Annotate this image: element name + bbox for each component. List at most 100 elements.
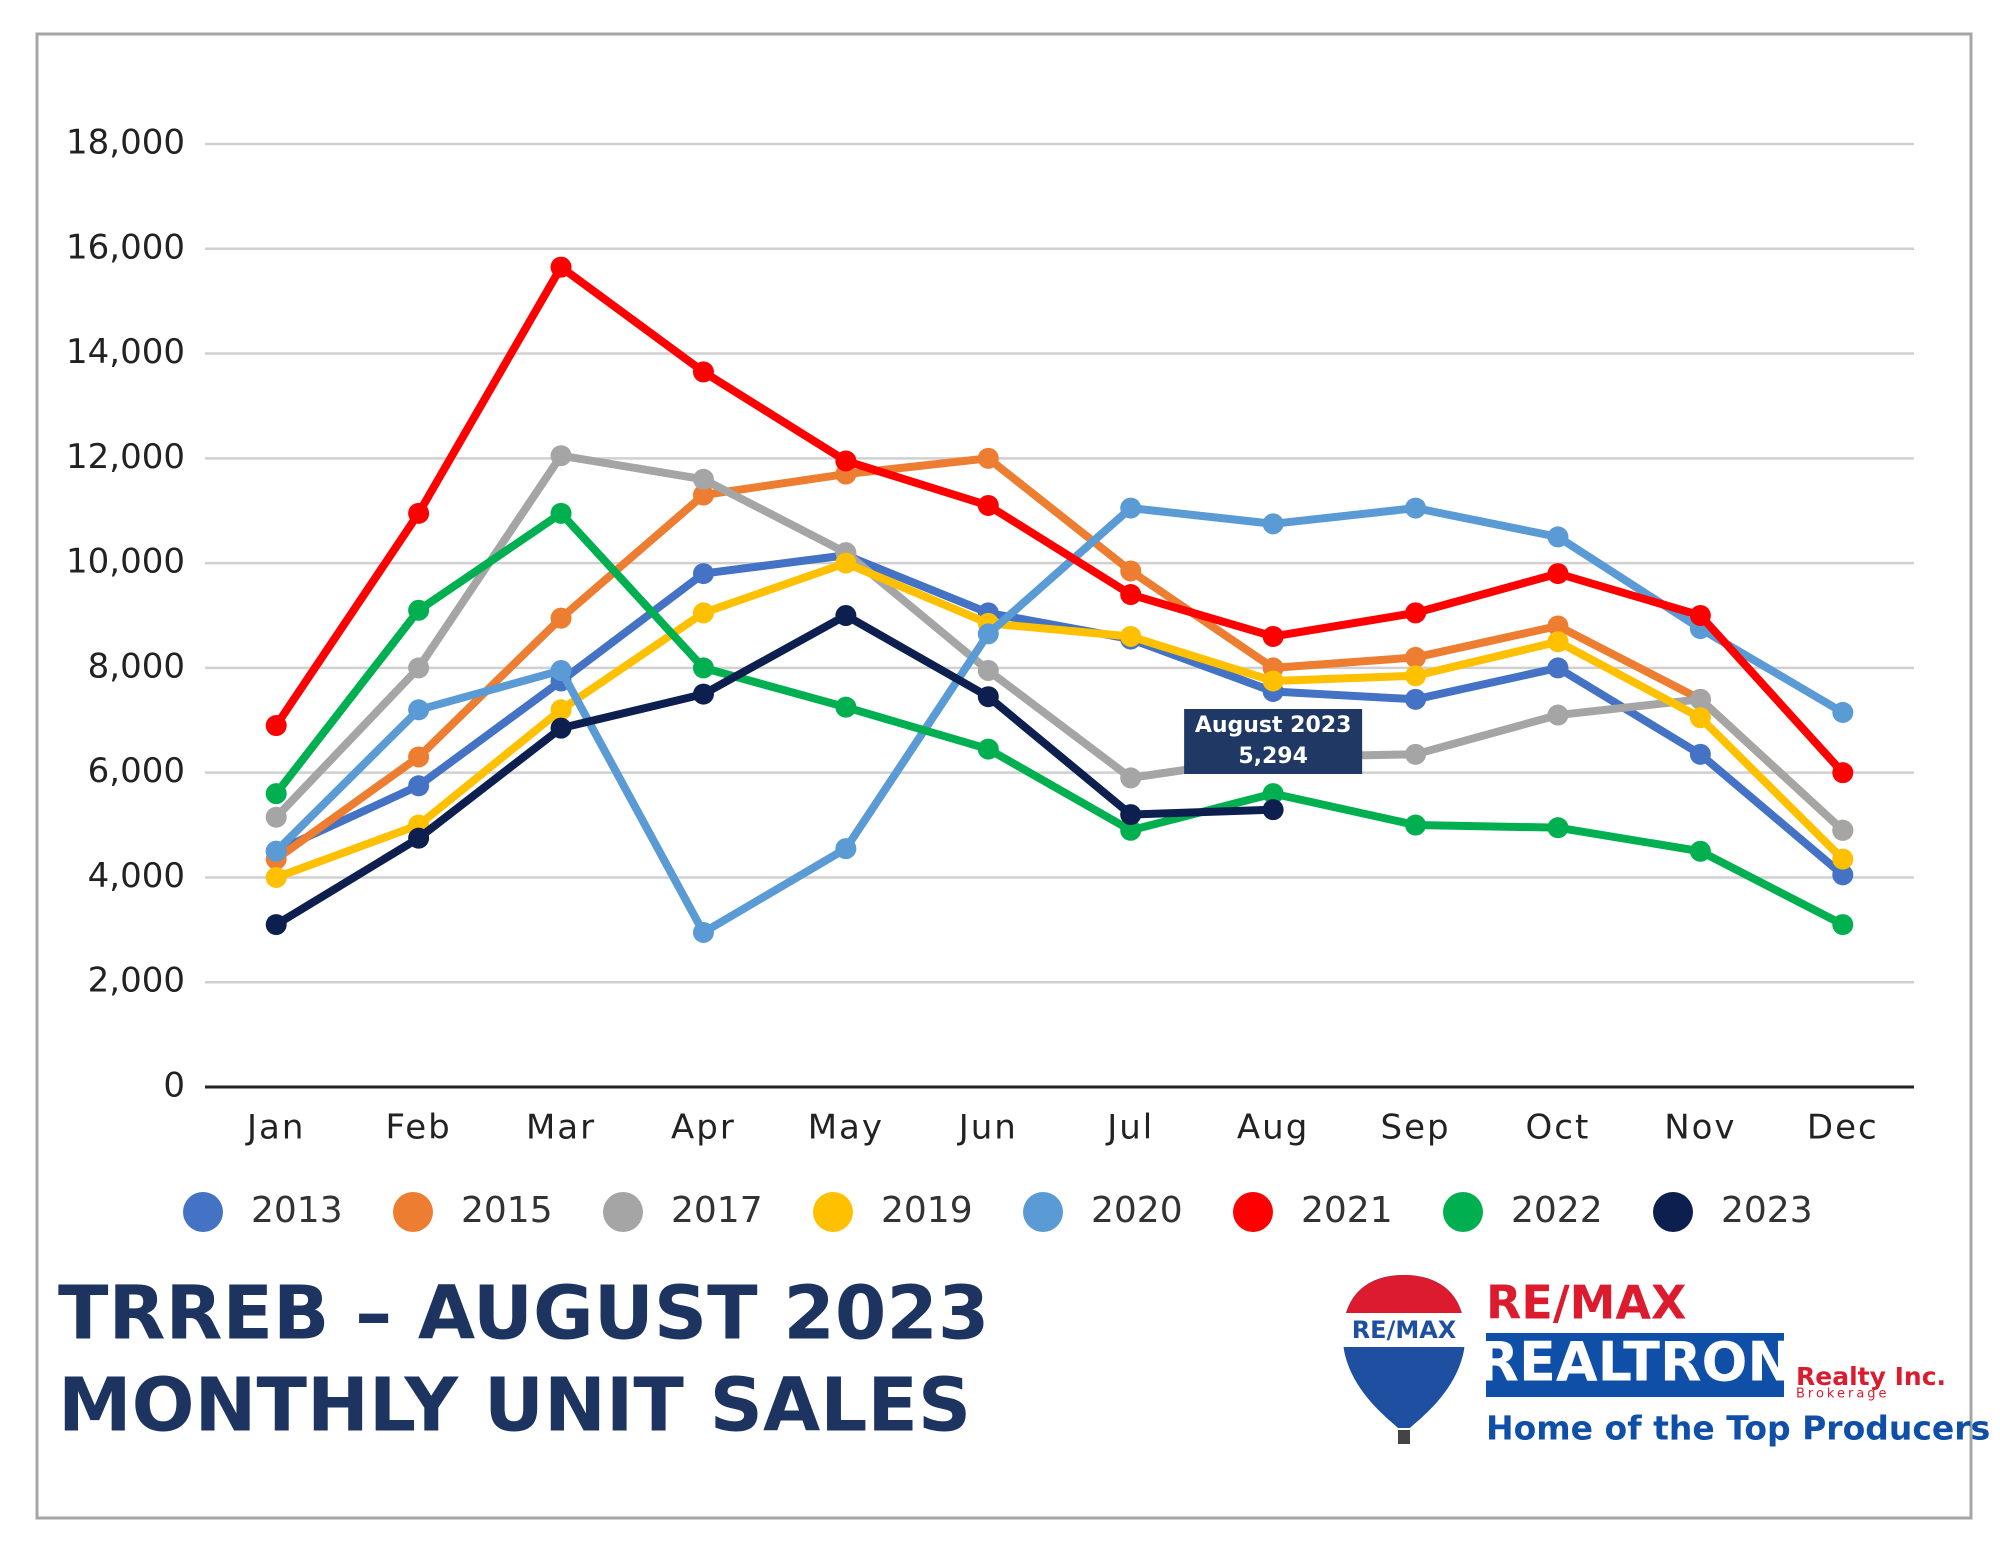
data-point xyxy=(408,827,430,849)
data-point xyxy=(1547,704,1569,726)
company-sub: Brokerage xyxy=(1796,1387,1890,1402)
y-tick-label: 16,000 xyxy=(66,227,185,267)
data-point xyxy=(692,602,714,624)
brand-box xyxy=(1486,1333,1784,1397)
x-tick-label: Jun xyxy=(957,1108,1018,1148)
legend-swatch xyxy=(1233,1192,1273,1232)
data-point xyxy=(977,660,999,682)
legend-label: 2015 xyxy=(461,1190,553,1231)
data-point xyxy=(1689,743,1711,765)
data-point xyxy=(408,599,430,621)
frame xyxy=(35,32,1973,1520)
brand-name: REALTRON xyxy=(1477,1331,1792,1394)
data-point xyxy=(835,696,857,718)
data-point xyxy=(1832,819,1854,841)
logo: RE/MAX RE/MAX REALTRON Realty Inc. Broke… xyxy=(1342,1275,1990,1448)
data-point xyxy=(265,715,287,737)
data-point xyxy=(1689,707,1711,729)
y-tick-label: 4,000 xyxy=(88,856,185,896)
annotation-box xyxy=(1184,709,1363,774)
data-point xyxy=(1547,615,1569,637)
data-point xyxy=(408,502,430,524)
data-point xyxy=(550,607,572,629)
data-point xyxy=(408,699,430,721)
data-point xyxy=(265,806,287,828)
data-point xyxy=(1405,497,1427,519)
y-tick-label: 12,000 xyxy=(66,437,185,477)
data-point xyxy=(1262,799,1284,821)
legend-label: 2023 xyxy=(1721,1190,1813,1231)
data-point xyxy=(1547,657,1569,679)
x-tick-label: Apr xyxy=(671,1108,736,1148)
series-line xyxy=(273,504,1845,937)
x-tick-label: May xyxy=(808,1108,884,1148)
data-point xyxy=(265,866,287,888)
legend-swatch xyxy=(393,1192,433,1232)
basket xyxy=(1398,1430,1410,1444)
x-tick-label: Jul xyxy=(1105,1108,1154,1148)
data-point xyxy=(408,746,430,768)
data-point xyxy=(1689,688,1711,710)
legend-swatch xyxy=(603,1192,643,1232)
x-tick-label: Mar xyxy=(526,1108,596,1148)
legend-label: 2021 xyxy=(1301,1190,1393,1231)
series-line xyxy=(274,559,1846,882)
data-point xyxy=(1405,665,1427,687)
data-point xyxy=(265,914,287,936)
data-point xyxy=(835,552,857,574)
legend-label: 2013 xyxy=(251,1190,343,1231)
data-point xyxy=(550,445,572,467)
y-tick-label: 2,000 xyxy=(88,961,185,1001)
y-tick-label: 6,000 xyxy=(88,751,185,791)
data-point xyxy=(1547,817,1569,839)
balloon-band xyxy=(1342,1313,1466,1347)
legend-label: 2019 xyxy=(881,1190,973,1231)
data-point xyxy=(1262,783,1284,805)
series-line xyxy=(273,454,1846,863)
data-point xyxy=(408,775,430,797)
legend-swatch xyxy=(1023,1192,1063,1232)
data-point xyxy=(835,838,857,860)
data-point xyxy=(1120,584,1142,606)
x-tick-label: Feb xyxy=(386,1108,452,1148)
y-tick-label: 18,000 xyxy=(66,123,185,163)
data-point xyxy=(1120,804,1142,826)
data-point xyxy=(1405,688,1427,710)
y-tick-label: 14,000 xyxy=(66,332,185,372)
data-point xyxy=(1832,701,1854,723)
data-point xyxy=(1120,560,1142,582)
series-line xyxy=(272,263,1846,776)
data-point xyxy=(1832,864,1854,886)
legend-label: 2022 xyxy=(1511,1190,1603,1231)
x-tick-label: Aug xyxy=(1237,1108,1309,1148)
data-point xyxy=(1547,631,1569,653)
legend-swatch xyxy=(1653,1192,1693,1232)
legend-swatch xyxy=(183,1192,223,1232)
x-tick-label: Nov xyxy=(1664,1108,1736,1148)
data-point xyxy=(1120,497,1142,519)
data-point xyxy=(692,921,714,943)
data-point xyxy=(977,686,999,708)
data-point xyxy=(692,468,714,490)
data-point xyxy=(1832,762,1854,784)
data-point xyxy=(265,840,287,862)
y-tick-label: 10,000 xyxy=(66,542,185,582)
y-tick-label: 0 xyxy=(163,1066,185,1106)
company: Realty Inc. xyxy=(1796,1362,1946,1391)
data-point xyxy=(692,563,714,585)
data-point xyxy=(1832,848,1854,870)
data-point xyxy=(1405,743,1427,765)
series-line xyxy=(273,509,1845,929)
data-point xyxy=(1832,914,1854,936)
legend-label: 2017 xyxy=(671,1190,763,1231)
balloon-top xyxy=(1345,1275,1463,1320)
legend-label: 2020 xyxy=(1091,1190,1183,1231)
data-point xyxy=(1689,840,1711,862)
data-point xyxy=(1262,670,1284,692)
data-point xyxy=(1120,625,1142,647)
series-line xyxy=(273,451,1846,834)
data-point xyxy=(265,783,287,805)
data-point xyxy=(692,683,714,705)
data-point xyxy=(692,484,714,506)
data-point xyxy=(977,623,999,645)
